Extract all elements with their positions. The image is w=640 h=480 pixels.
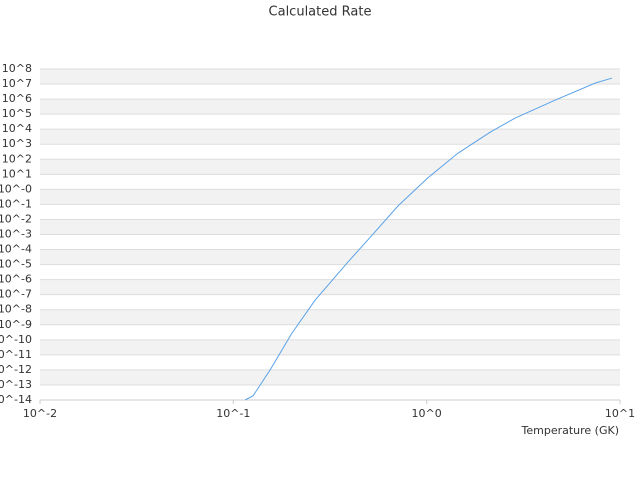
y-tick-label: 10^-10 [0, 333, 32, 346]
grid-band [40, 159, 620, 175]
grid-band [40, 369, 620, 385]
x-tick-label: 10^1 [605, 407, 635, 420]
grid-band [40, 69, 620, 85]
y-tick-label: 10^-8 [0, 303, 32, 316]
y-tick-label: 10^5 [2, 107, 32, 120]
y-tick-label: 10^3 [2, 137, 32, 150]
y-tick-label: 10^-14 [0, 393, 32, 406]
x-tick-label: 10^-2 [23, 407, 57, 420]
y-tick-label: 10^-0 [0, 182, 32, 195]
y-tick-label: 10^-9 [0, 318, 32, 331]
grid-band [40, 279, 620, 295]
x-tick-label: 10^0 [412, 407, 442, 420]
y-tick-label: 10^-4 [0, 243, 32, 256]
y-tick-label: 10^-7 [0, 288, 32, 301]
grid-band [40, 189, 620, 205]
y-tick-label: 10^8 [2, 62, 32, 75]
y-tick-label: 10^1 [2, 167, 32, 180]
y-tick-label: 10^-1 [0, 197, 32, 210]
y-tick-label: 10^-2 [0, 212, 32, 225]
y-tick-label: 10^6 [2, 92, 32, 105]
chart-title: Calculated Rate [269, 5, 372, 20]
y-tick-label: 10^-13 [0, 378, 32, 391]
y-tick-label: 10^-6 [0, 273, 32, 286]
y-tick-label: 10^-3 [0, 228, 32, 241]
data-line [244, 77, 613, 401]
grid-band [40, 99, 620, 115]
y-tick-label: 10^-11 [0, 348, 32, 361]
grid-band [40, 339, 620, 355]
y-tick-label: 10^-5 [0, 258, 32, 271]
x-axis-label: Temperature (GK) [521, 424, 620, 437]
y-tick-label: 10^4 [2, 122, 32, 135]
y-tick-label: 10^2 [2, 152, 32, 165]
grid-band [40, 309, 620, 325]
x-tick-label: 10^-1 [216, 407, 250, 420]
grid-band [40, 129, 620, 145]
grid-band [40, 219, 620, 235]
y-tick-label: 10^7 [2, 77, 32, 90]
grid-band [40, 249, 620, 265]
y-tick-label: 10^-12 [0, 363, 32, 376]
